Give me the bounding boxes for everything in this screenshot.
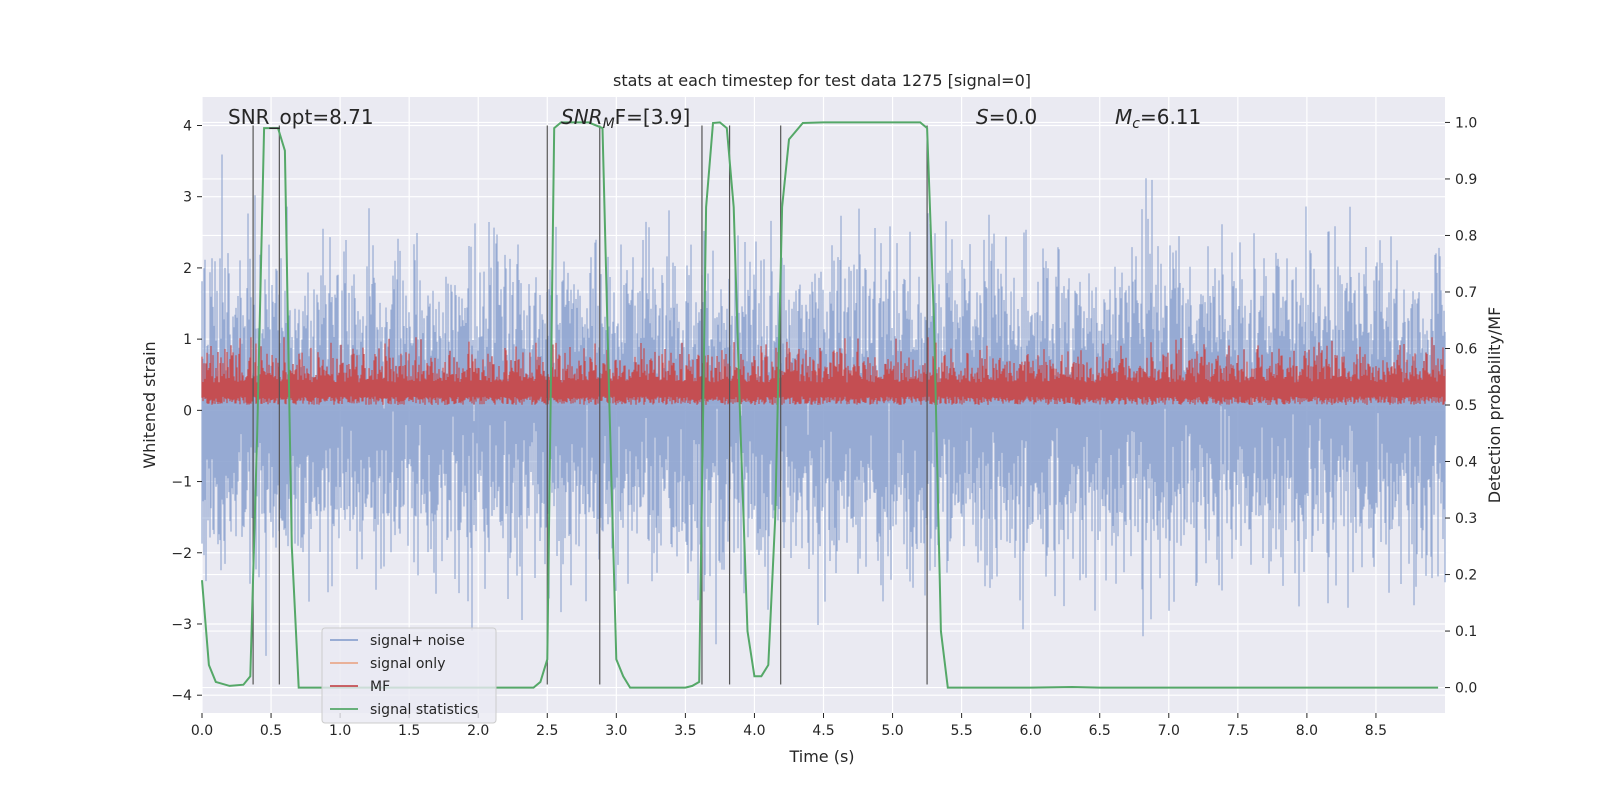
annotation-mc: Mc=6.11 <box>1115 105 1201 132</box>
annotation-snr-mf: SNRMF=[3.9] <box>561 105 690 132</box>
x-tick-label: 4.0 <box>743 723 765 739</box>
legend-box <box>321 627 497 724</box>
mf-trace <box>201 337 1446 405</box>
x-tick-label: 4.5 <box>812 723 834 739</box>
y-axis-right: 1.0 0.9 0.8 0.7 0.6 0.5 0.4 0.3 0.2 0.1 0.0 <box>1445 115 1477 697</box>
y-left-tick-label: −4 <box>171 688 192 704</box>
x-tick-label: 7.0 <box>1158 723 1180 739</box>
y-left-tick-label: −2 <box>171 546 192 562</box>
y-left-tick-label: 2 <box>183 261 192 277</box>
x-tick-label: 5.0 <box>881 723 903 739</box>
x-tick-label: 1.5 <box>398 723 420 739</box>
y-right-tick-label: 0.8 <box>1455 228 1477 244</box>
mf-series <box>201 337 1446 405</box>
legend-label-signal-only: signal only <box>370 656 445 672</box>
x-tick-label: 6.5 <box>1089 723 1111 739</box>
y-axis-right-label: Detection probability/MF <box>1485 307 1504 504</box>
x-tick-label: 0.0 <box>191 723 213 739</box>
y-right-tick-label: 0.7 <box>1455 285 1477 301</box>
x-tick-label: 5.5 <box>950 723 972 739</box>
chart-title: stats at each timestep for test data 127… <box>613 71 1031 90</box>
y-left-tick-label: −3 <box>171 617 192 633</box>
legend-label-stats: signal statistics <box>370 702 478 718</box>
y-left-tick-label: 1 <box>183 332 192 348</box>
y-left-tick-label: 3 <box>183 190 192 206</box>
y-right-tick-label: 0.4 <box>1455 455 1477 471</box>
y-right-tick-label: 0.9 <box>1455 172 1477 188</box>
signal-statistics-line <box>201 121 1439 689</box>
x-axis-label: Time (s) <box>788 747 854 766</box>
x-tick-label: 7.5 <box>1227 723 1249 739</box>
y-axis-left: 4 3 2 1 0 −1 −2 −3 −4 <box>171 118 202 704</box>
x-axis: 0.0 0.5 1.0 1.5 2.0 2.5 3.0 3.5 4.0 4.5 5.0 5.5 6.0 6… <box>191 713 1387 739</box>
legend-label-noise: signal+ noise <box>370 633 465 649</box>
y-right-tick-label: 0.2 <box>1455 568 1477 584</box>
x-tick-label: 2.0 <box>467 723 489 739</box>
y-left-tick-label: 4 <box>183 118 192 134</box>
y-left-tick-label: 0 <box>183 403 192 419</box>
x-tick-label: 2.5 <box>536 723 558 739</box>
legend: signal+ noise signal only MF signal stat… <box>321 627 497 724</box>
x-tick-label: 3.5 <box>674 723 696 739</box>
x-tick-label: 8.0 <box>1296 723 1318 739</box>
legend-label-mf: MF <box>370 679 390 695</box>
y-right-tick-label: 0.1 <box>1455 624 1477 640</box>
y-right-tick-label: 0.6 <box>1455 341 1477 357</box>
x-tick-label: 8.5 <box>1365 723 1387 739</box>
y-axis-left-label: Whitened strain <box>140 341 159 468</box>
x-tick-label: 1.0 <box>329 723 351 739</box>
y-right-tick-label: 0.5 <box>1455 398 1477 414</box>
y-right-tick-label: 1.0 <box>1455 115 1477 131</box>
annotation-snr-opt: SNR_opt=8.71 <box>228 105 374 129</box>
x-tick-label: 0.5 <box>260 723 282 739</box>
x-tick-label: 3.0 <box>605 723 627 739</box>
y-right-tick-label: 0.0 <box>1455 681 1477 697</box>
y-left-tick-label: −1 <box>171 475 192 491</box>
y-right-tick-label: 0.3 <box>1455 511 1477 527</box>
x-tick-label: 6.0 <box>1020 723 1042 739</box>
annotation-s: S=0.0 <box>976 105 1037 129</box>
